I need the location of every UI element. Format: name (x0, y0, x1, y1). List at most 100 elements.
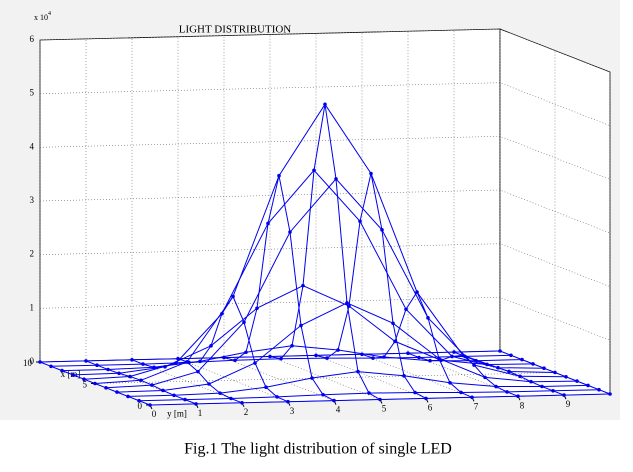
x-tick-label: 10 (23, 358, 33, 368)
surface-point (485, 362, 489, 367)
y-tick-label: 4 (336, 405, 341, 415)
grid-line (85, 38, 197, 405)
y-tick-label: 9 (566, 399, 571, 409)
surface-point (417, 355, 421, 360)
surface-point (413, 390, 417, 395)
surface-point (404, 307, 408, 312)
surface-point (564, 375, 568, 379)
surface-point (325, 356, 329, 360)
surface-point (275, 395, 279, 399)
surface-point (117, 371, 121, 376)
surface-point (540, 384, 544, 389)
surface-point (332, 398, 336, 403)
y-tick-label: 1 (198, 408, 203, 418)
surface-point (240, 401, 244, 405)
surface-point (288, 230, 292, 234)
surface-point (176, 356, 180, 361)
surface-point (286, 399, 290, 404)
surface-point (382, 355, 386, 359)
surface-point (424, 396, 428, 401)
surface-point (391, 321, 395, 326)
surface-point (358, 219, 362, 224)
surface-point (194, 402, 198, 406)
surface-point (95, 363, 99, 368)
x-tick-label: 5 (83, 380, 88, 390)
surface-point (321, 392, 325, 397)
surface-point (141, 362, 145, 366)
grid-line (39, 243, 611, 287)
z-unit: x 104 (34, 11, 51, 21)
surface-point (137, 398, 141, 403)
surface-point (448, 380, 452, 385)
surface-point (518, 374, 522, 379)
surface-point (470, 395, 474, 400)
y-tick-label: 2 (244, 407, 249, 417)
surface-point (60, 368, 64, 373)
surface-point (174, 361, 178, 365)
surface-point (139, 378, 143, 383)
surface-point (608, 392, 612, 396)
surface-point (163, 364, 167, 369)
surface-point (301, 283, 305, 288)
z-tick-label: 3 (30, 195, 35, 205)
surface-point (426, 316, 430, 320)
surface-point (483, 375, 487, 380)
surface-point (575, 379, 579, 383)
surface-point (255, 306, 259, 311)
surface-point (553, 370, 557, 375)
surface-point (106, 367, 110, 372)
grid-line (407, 31, 519, 397)
surface-point (531, 362, 535, 366)
surface-point (198, 359, 202, 364)
surface-point (450, 354, 454, 359)
surface-point (299, 323, 303, 328)
y-tick-label: 0 (152, 409, 157, 419)
surface-point (183, 397, 187, 402)
surface-point (218, 391, 222, 395)
z-tick-label: 4 (30, 141, 35, 151)
surface-point (290, 343, 294, 348)
surface-point (82, 377, 86, 382)
y-tick-label: 8 (520, 400, 525, 410)
y-tick-label: 5 (382, 404, 387, 414)
surface-point (562, 393, 566, 397)
surface-point (452, 350, 456, 354)
surface-point (268, 354, 272, 359)
surface-point (312, 168, 316, 173)
grid-line (269, 34, 381, 400)
surface-point (380, 228, 384, 232)
x-tick-label: 0 (138, 401, 143, 411)
grid-line (223, 35, 335, 401)
z-tick-label: 5 (30, 88, 35, 98)
grid-line (39, 189, 611, 234)
surface-point (474, 358, 478, 363)
surface-point (93, 381, 97, 386)
grid-line (94, 50, 556, 384)
surface-point (233, 358, 237, 363)
surface-point (597, 387, 601, 392)
surface-point (529, 379, 533, 384)
surface-point (356, 369, 360, 374)
surface-point (406, 351, 410, 356)
surface-point (428, 358, 432, 363)
caption: Fig.1 The light distribution of single L… (184, 441, 452, 458)
y-axis-label: y [m] (167, 409, 187, 419)
surface-point (279, 356, 283, 361)
surface-point (148, 403, 152, 407)
surface-point (220, 311, 224, 316)
surface-point (520, 357, 524, 362)
surface-point (71, 373, 75, 377)
z-tick-label: 2 (30, 249, 35, 259)
surface-point (459, 390, 463, 395)
grid-line (39, 296, 611, 341)
y-tick-label: 3 (290, 406, 295, 416)
surface-point (130, 358, 134, 362)
grid-line (315, 33, 427, 399)
surface-point (393, 339, 397, 344)
surface-point (336, 348, 340, 352)
surface-point (253, 361, 257, 365)
surface-point (360, 352, 364, 357)
surface-point (367, 391, 371, 395)
surface-point (231, 294, 235, 299)
y-tick-label: 6 (428, 402, 433, 412)
